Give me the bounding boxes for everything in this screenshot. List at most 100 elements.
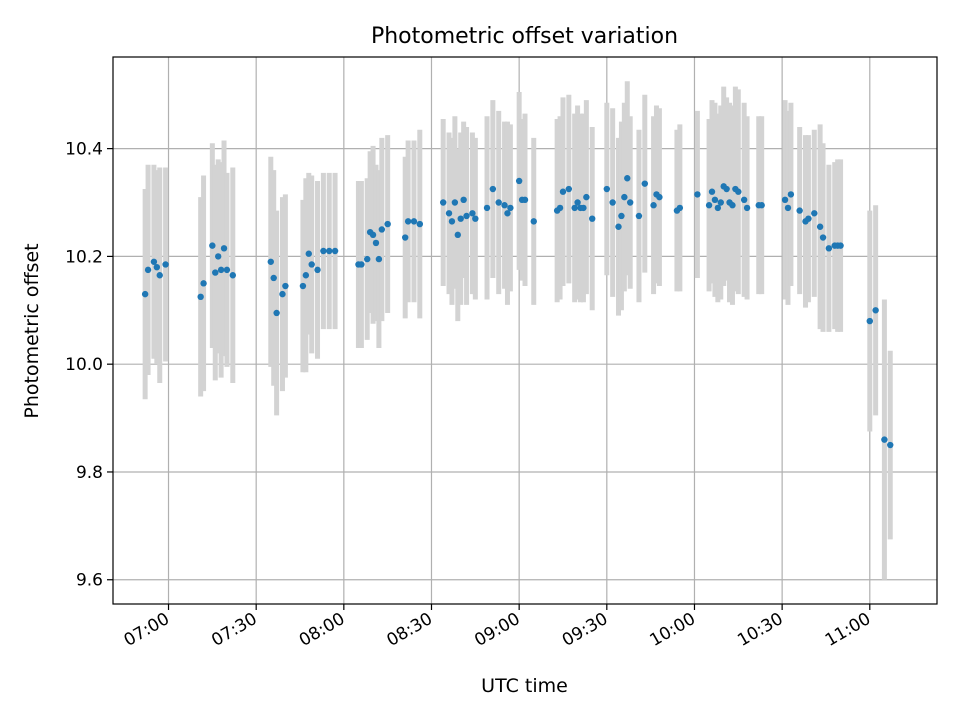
data-point <box>705 202 713 209</box>
data-point <box>758 202 765 209</box>
chart-title: Photometric offset variation <box>371 24 678 49</box>
data-point <box>469 210 476 217</box>
data-point <box>559 188 567 195</box>
data-point <box>212 269 219 276</box>
data-point <box>530 218 537 225</box>
data-point <box>267 258 274 265</box>
x-tick-label: 08:00 <box>296 609 348 651</box>
data-point <box>881 436 888 443</box>
data-point <box>621 193 628 201</box>
data-point <box>384 220 391 228</box>
data-point <box>401 234 409 241</box>
data-point <box>410 218 418 225</box>
data-point <box>589 215 596 222</box>
data-points <box>141 175 894 449</box>
data-point <box>656 193 663 201</box>
data-point <box>515 177 523 185</box>
y-tick-label: 9.6 <box>76 571 103 591</box>
data-point <box>141 290 149 298</box>
data-point <box>463 212 470 220</box>
data-point <box>445 210 453 217</box>
x-tick-label: 10:30 <box>734 609 786 651</box>
data-point <box>609 199 616 206</box>
data-point <box>358 261 365 268</box>
x-tick-label: 07:00 <box>121 609 173 651</box>
data-point <box>314 266 321 274</box>
data-point <box>635 212 643 220</box>
data-point <box>743 204 751 212</box>
data-point <box>162 261 169 268</box>
x-axis-label: UTC time <box>481 675 568 697</box>
data-point <box>308 261 315 268</box>
data-point <box>472 215 479 222</box>
data-point <box>282 282 289 290</box>
data-point <box>723 185 730 193</box>
data-point <box>331 247 339 255</box>
data-point <box>740 196 748 204</box>
y-tick-label: 10.4 <box>65 140 103 160</box>
y-tick-label: 9.8 <box>76 463 103 483</box>
data-point <box>784 204 792 212</box>
data-point <box>708 188 716 195</box>
data-point <box>618 212 625 220</box>
data-point <box>220 245 228 252</box>
data-point <box>714 204 722 212</box>
data-point <box>217 266 225 274</box>
plot-frame <box>112 56 938 605</box>
data-point <box>156 272 163 279</box>
x-tick-label: 09:00 <box>471 609 523 651</box>
data-point <box>448 218 456 225</box>
data-point <box>781 196 789 204</box>
data-point <box>583 193 590 201</box>
data-point <box>302 272 310 279</box>
data-point <box>439 199 447 206</box>
data-point <box>504 210 511 217</box>
data-point <box>574 199 581 206</box>
data-point <box>556 204 564 212</box>
data-point <box>866 317 873 325</box>
y-tick-label: 10.2 <box>65 247 103 267</box>
x-tick-label: 11:00 <box>822 609 874 651</box>
data-point <box>796 207 803 214</box>
data-point <box>364 255 371 263</box>
data-point <box>320 247 327 255</box>
data-point <box>153 263 161 271</box>
data-point <box>787 191 795 198</box>
data-point <box>717 199 724 206</box>
data-point <box>735 188 742 195</box>
data-point <box>805 215 812 222</box>
x-tick-label: 07:30 <box>208 609 260 651</box>
data-point <box>501 202 508 209</box>
data-point <box>495 199 502 206</box>
data-point <box>507 204 514 212</box>
data-point <box>650 202 657 209</box>
data-point <box>416 220 424 228</box>
data-point <box>144 266 152 274</box>
y-tick-label: 10.0 <box>65 355 103 375</box>
data-point <box>214 253 222 260</box>
data-point <box>273 309 280 317</box>
data-point <box>451 199 459 206</box>
data-point <box>571 204 578 212</box>
data-point <box>299 282 307 290</box>
data-point <box>326 247 333 255</box>
data-point <box>375 255 383 263</box>
data-point <box>615 223 622 230</box>
data-point <box>887 441 894 449</box>
data-point <box>229 272 237 279</box>
data-point <box>580 204 587 212</box>
data-point <box>200 280 207 287</box>
data-point <box>270 274 277 282</box>
data-point <box>819 234 827 241</box>
x-axis: 07:00 07:30 08:00 08:30 09:00 09:30 10:00 10:30… <box>121 604 874 651</box>
data-point <box>837 242 844 249</box>
data-point <box>694 191 701 198</box>
x-tick-label: 08:30 <box>384 609 436 651</box>
error-bars <box>142 81 893 580</box>
data-point <box>372 239 380 247</box>
data-point <box>369 231 377 239</box>
data-point <box>872 307 879 314</box>
data-point <box>641 180 649 187</box>
data-point <box>454 231 461 239</box>
